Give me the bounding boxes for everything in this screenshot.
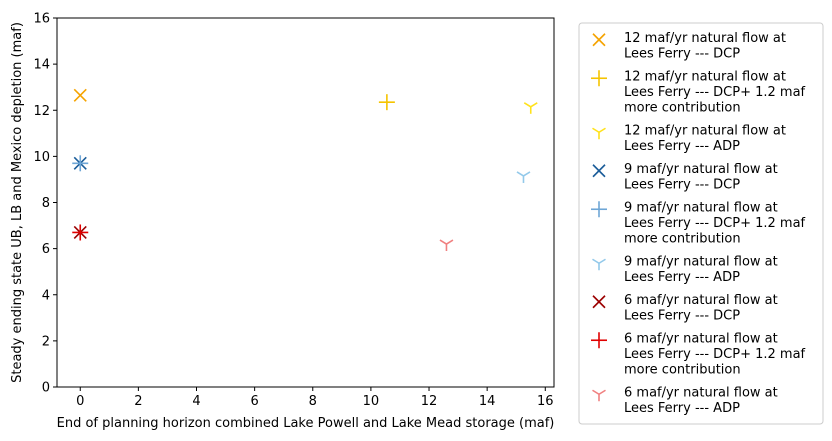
y-tick-label: 4	[42, 288, 50, 303]
legend-label: 9 maf/yr natural flow at	[624, 255, 778, 270]
legend-label: Lees Ferry --- DCP+ 1.2 maf	[624, 216, 806, 231]
legend-label: more contribution	[624, 101, 741, 116]
y-tick-label: 0	[42, 381, 50, 396]
legend-label: 12 maf/yr natural flow at	[624, 31, 786, 46]
x-tick-label: 6	[250, 394, 258, 409]
x-tick-label: 12	[421, 394, 438, 409]
legend-label: 9 maf/yr natural flow at	[624, 162, 778, 177]
y-tick-label: 12	[33, 104, 50, 119]
legend-marker	[592, 164, 606, 178]
legend-label: Lees Ferry --- DCP+ 1.2 maf	[624, 85, 806, 100]
y-tick-label: 8	[42, 196, 50, 211]
legend-label: Lees Ferry --- DCP	[624, 178, 740, 193]
y-tick-label: 2	[42, 334, 50, 349]
legend-label: 9 maf/yr natural flow at	[624, 201, 778, 216]
legend-marker	[591, 201, 607, 218]
x-tick-label: 16	[537, 394, 554, 409]
legend-marker	[592, 295, 606, 309]
legend-marker	[592, 127, 606, 140]
legend-label: more contribution	[624, 232, 741, 247]
legend-label: Lees Ferry --- ADP	[624, 270, 740, 285]
legend-marker	[592, 258, 606, 271]
legend-marker	[591, 70, 607, 87]
x-tick-label: 0	[76, 394, 84, 409]
legend-label: Lees Ferry --- DCP	[624, 309, 740, 324]
legend-label: Lees Ferry --- ADP	[624, 139, 740, 154]
x-tick-label: 4	[192, 394, 200, 409]
y-tick-label: 10	[33, 150, 50, 165]
legend-box	[578, 22, 824, 425]
y-tick-label: 14	[33, 58, 50, 73]
legend-marker	[591, 332, 607, 349]
legend-marker	[592, 389, 606, 402]
data-point	[378, 94, 395, 111]
y-axis-label: Steady ending state UB, LB and Mexico de…	[10, 22, 25, 383]
legend-label: 6 maf/yr natural flow at	[624, 386, 778, 401]
legend-label: 12 maf/yr natural flow at	[624, 70, 786, 85]
legend-label: Lees Ferry --- DCP	[624, 47, 740, 62]
data-point	[439, 239, 454, 252]
legend-marker	[592, 33, 606, 47]
x-tick-label: 10	[363, 394, 380, 409]
y-axis: 0 2 4 6 8 10 12 14 16	[33, 12, 57, 396]
data-point	[72, 224, 89, 241]
data-point	[73, 88, 87, 102]
data-point	[523, 102, 538, 114]
plot-area	[56, 17, 555, 388]
legend-label: more contribution	[624, 363, 741, 378]
x-tick-label: 8	[309, 394, 317, 409]
legend-label: Lees Ferry --- ADP	[624, 401, 740, 416]
legend-label: 12 maf/yr natural flow at	[624, 124, 786, 139]
data-points	[72, 88, 538, 252]
data-point	[72, 155, 89, 172]
x-axis-label: End of planning horizon combined Lake Po…	[57, 416, 555, 431]
data-point	[516, 171, 531, 183]
y-tick-label: 16	[33, 12, 50, 27]
legend-label: 6 maf/yr natural flow at	[624, 332, 778, 347]
y-tick-label: 6	[42, 242, 50, 257]
legend-label: 6 maf/yr natural flow at	[624, 293, 778, 308]
x-axis: 0 2 4 6 8 10 12 14 16	[76, 387, 554, 409]
legend-label: Lees Ferry --- DCP+ 1.2 maf	[624, 347, 806, 362]
x-tick-label: 14	[479, 394, 496, 409]
x-tick-label: 2	[134, 394, 142, 409]
